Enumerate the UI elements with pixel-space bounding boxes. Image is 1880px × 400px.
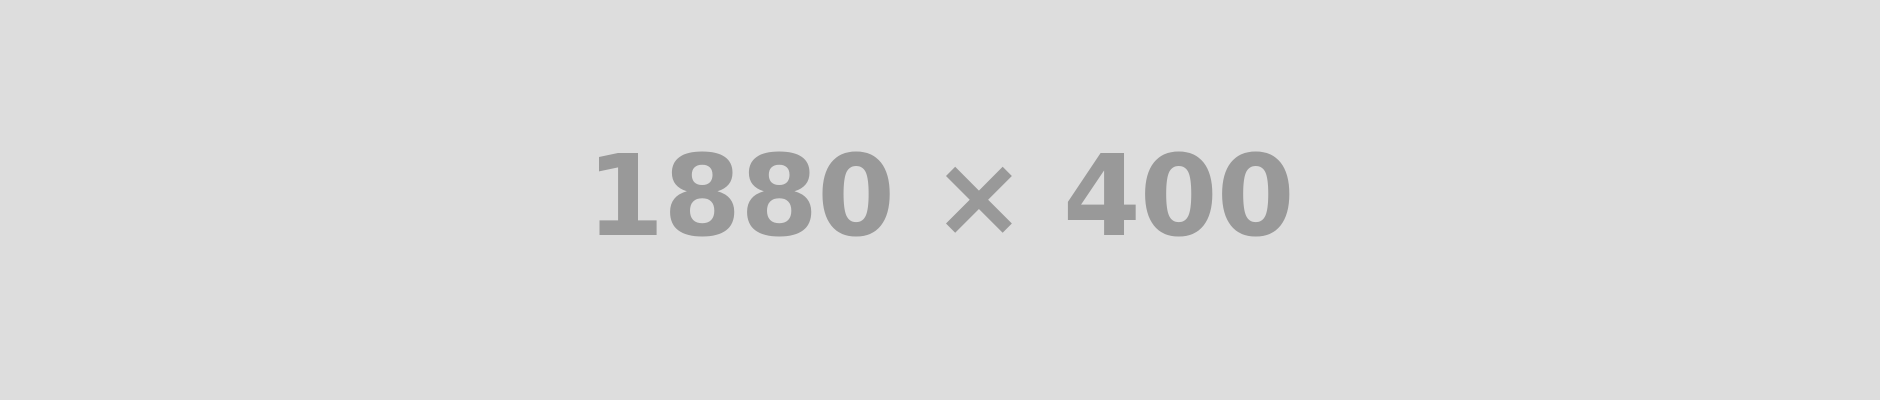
dimensions-label: 1880 × 400 (586, 132, 1294, 262)
